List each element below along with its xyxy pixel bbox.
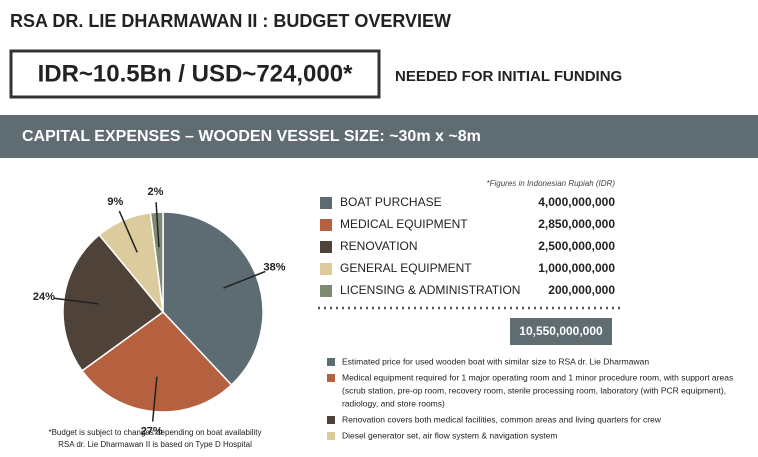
legend-swatch [320,197,332,209]
amount: 1,000,000,000 [538,261,615,275]
legend-swatch [320,285,332,297]
leader-line [155,202,160,248]
pie-label: 2% [148,186,164,198]
note-text: radiology, and store rooms) [342,398,445,408]
note-text: Diesel generator set, air flow system & … [342,430,557,440]
total-box [510,318,612,345]
leader-line [151,376,158,422]
note-swatch [327,374,335,382]
legend-swatch [320,219,332,231]
legend-swatch [320,241,332,253]
banner-text: CAPITAL EXPENSES – WOODEN VESSEL SIZE: ~… [22,128,481,145]
banner [0,115,758,158]
amount: 200,000,000 [548,283,615,297]
amount: 2,850,000,000 [538,217,615,231]
legend-label: BOAT PURCHASE [340,195,442,209]
legend-label: MEDICAL EQUIPMENT [340,217,468,231]
note-text: Medical equipment required for 1 major o… [342,372,733,382]
pie-label: 27% [141,425,163,437]
title: RSA DR. LIE DHARMAWAN II : BUDGET OVERVI… [10,11,451,31]
pie-label: 24% [33,291,55,303]
table-note: *Figures in Indonesian Rupiah (IDR) [486,179,615,188]
legend-label: RENOVATION [340,239,418,253]
amount: 2,500,000,000 [538,239,615,253]
headline: IDR~10.5Bn / USD~724,000* [38,60,353,87]
headline-note: NEEDED FOR INITIAL FUNDING [395,68,622,85]
total: 10,550,000,000 [519,324,603,338]
note-swatch [327,432,335,440]
pie-label: 38% [264,262,286,274]
leader-line [53,297,99,305]
legend-label: GENERAL EQUIPMENT [340,261,472,275]
footnote: RSA dr. Lie Dharmawan II is based on Typ… [58,440,252,449]
note-text: Renovation covers both medical facilitie… [342,414,662,424]
note-swatch [327,358,335,366]
amount: 4,000,000,000 [538,195,615,209]
note-text: Estimated price for used wooden boat wit… [342,356,649,366]
leader-line [223,270,266,289]
legend-label: LICENSING & ADMINISTRATION [340,283,520,297]
note-text: (scrub station, pre-op room, recovery ro… [342,385,726,395]
leader-line [118,210,138,253]
pie-label: 9% [107,196,123,208]
footnote: *Budget is subject to changes depending … [48,428,261,437]
legend-swatch [320,263,332,275]
headline-box [9,49,381,99]
note-swatch [327,416,335,424]
